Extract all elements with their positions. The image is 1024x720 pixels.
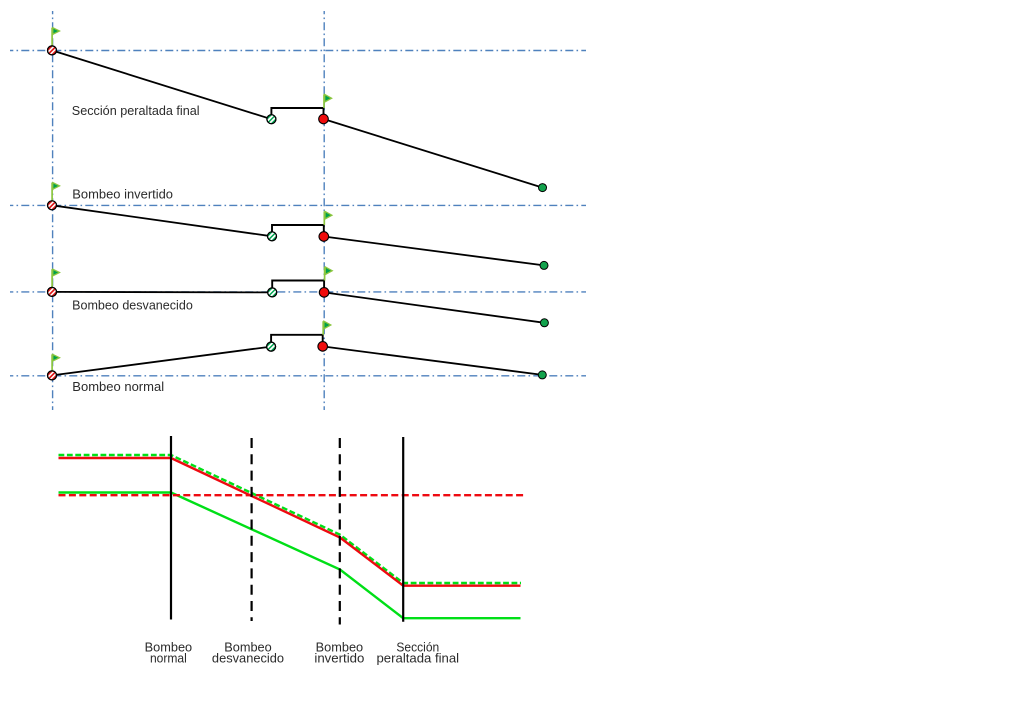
svg-text:Bombeo invertido: Bombeo invertido xyxy=(72,186,173,201)
svg-text:Bombeo: Bombeo xyxy=(145,640,193,654)
svg-text:Bombeo normal: Bombeo normal xyxy=(72,379,164,394)
svg-text:Sección: Sección xyxy=(396,640,439,654)
svg-text:invertido: invertido xyxy=(314,652,364,666)
svg-text:peraltada final: peraltada final xyxy=(377,652,460,666)
svg-text:Bombeo: Bombeo xyxy=(224,640,272,654)
svg-text:normal: normal xyxy=(150,652,187,666)
svg-text:desvanecido: desvanecido xyxy=(212,652,284,666)
svg-text:Bombeo: Bombeo xyxy=(316,640,364,654)
svg-text:Bombeo desvanecido: Bombeo desvanecido xyxy=(72,298,193,313)
svg-text:Sección peraltada final: Sección peraltada final xyxy=(72,103,200,118)
